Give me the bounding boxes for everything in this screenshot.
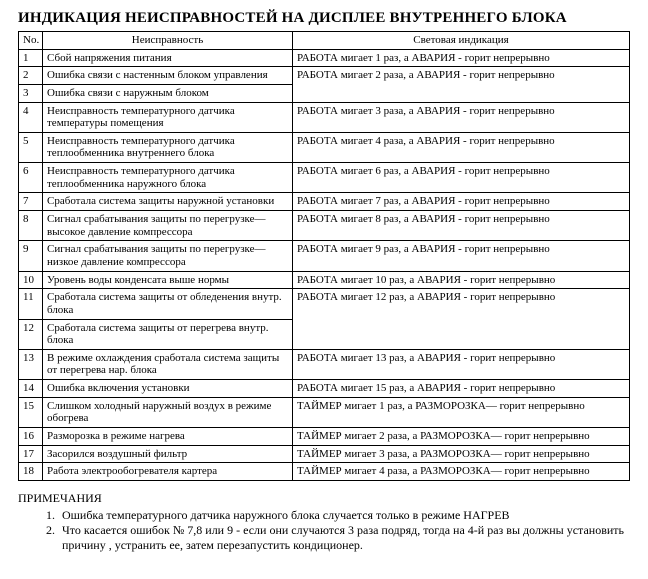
cell-no: 4 [19,102,43,132]
cell-led: РАБОТА мигает 6 раз, а АВАРИЯ - горит не… [293,163,630,193]
cell-fault: Сигнал срабатывания защиты по перегрузке… [43,241,293,271]
cell-fault: Ошибка включения установки [43,380,293,398]
cell-led: РАБОТА мигает 4 раза, а АВАРИЯ - горит н… [293,132,630,162]
table-row: 13В режиме охлаждения сработала система … [19,349,630,379]
cell-fault: Неисправность температурного датчика теп… [43,132,293,162]
cell-fault: Ошибка связи с настенным блоком управлен… [43,67,293,85]
cell-fault: Уровень воды конденсата выше нормы [43,271,293,289]
note-item: Ошибка температурного датчика наружного … [58,508,630,523]
table-row: 5Неисправность температурного датчика те… [19,132,630,162]
cell-led: РАБОТА мигает 9 раз, а АВАРИЯ - горит не… [293,241,630,271]
cell-no: 14 [19,380,43,398]
cell-no: 18 [19,463,43,481]
cell-no: 11 [19,289,43,319]
note-item: Что касается ошибок № 7,8 или 9 - если о… [58,523,630,553]
cell-fault: Сработала система защиты наружной устано… [43,193,293,211]
table-row: 7Сработала система защиты наружной устан… [19,193,630,211]
cell-no: 3 [19,84,43,102]
main-title: ИНДИКАЦИЯ НЕИСПРАВНОСТЕЙ НА ДИСПЛЕЕ ВНУТ… [18,10,630,27]
table-row: 18Работа электрообогревателя картераТАЙМ… [19,463,630,481]
cell-no: 6 [19,163,43,193]
table-row: 11Сработала система защиты от обледенени… [19,289,630,319]
table-row: 14Ошибка включения установкиРАБОТА мигае… [19,380,630,398]
col-header-fault: Неисправность [43,32,293,50]
cell-no: 15 [19,397,43,427]
cell-no: 17 [19,445,43,463]
cell-led: РАБОТА мигает 15 раз, а АВАРИЯ - горит н… [293,380,630,398]
cell-fault: Сработала система защиты от перегрева вн… [43,319,293,349]
table-row: 15Слишком холодный наружный воздух в реж… [19,397,630,427]
cell-led: ТАЙМЕР мигает 3 раза, а РАЗМОРОЗКА— гори… [293,445,630,463]
col-header-led: Световая индикация [293,32,630,50]
cell-led: РАБОТА мигает 8 раз, а АВАРИЯ - горит не… [293,211,630,241]
cell-no: 5 [19,132,43,162]
cell-led: ТАЙМЕР мигает 2 раза, а РАЗМОРОЗКА— гори… [293,428,630,446]
cell-led: РАБОТА мигает 1 раз, а АВАРИЯ - горит не… [293,49,630,67]
table-row: 17Засорился воздушный фильтрТАЙМЕР мигае… [19,445,630,463]
notes-title: ПРИМЕЧАНИЯ [18,491,630,506]
cell-fault: Разморозка в режиме нагрева [43,428,293,446]
cell-fault: Сбой напряжения питания [43,49,293,67]
cell-fault: Ошибка связи с наружным блоком [43,84,293,102]
cell-no: 1 [19,49,43,67]
cell-no: 16 [19,428,43,446]
table-row: 10Уровень воды конденсата выше нормыРАБО… [19,271,630,289]
cell-led: РАБОТА мигает 13 раз, а АВАРИЯ - горит н… [293,349,630,379]
table-row: 2Ошибка связи с настенным блоком управле… [19,67,630,85]
cell-no: 7 [19,193,43,211]
cell-led: ТАЙМЕР мигает 4 раза, а РАЗМОРОЗКА— гори… [293,463,630,481]
col-header-no: No. [19,32,43,50]
table-row: 9Сигнал срабатывания защиты по перегрузк… [19,241,630,271]
cell-no: 13 [19,349,43,379]
table-row: 6Неисправность температурного датчика те… [19,163,630,193]
cell-led: РАБОТА мигает 2 раза, а АВАРИЯ - горит н… [293,67,630,102]
cell-led: ТАЙМЕР мигает 1 раз, а РАЗМОРОЗКА— горит… [293,397,630,427]
cell-fault: Засорился воздушный фильтр [43,445,293,463]
page: ИНДИКАЦИЯ НЕИСПРАВНОСТЕЙ НА ДИСПЛЕЕ ВНУТ… [0,0,648,571]
cell-no: 10 [19,271,43,289]
cell-fault: Неисправность температурного датчика теп… [43,163,293,193]
notes-list: Ошибка температурного датчика наружного … [18,508,630,553]
cell-no: 12 [19,319,43,349]
cell-led: РАБОТА мигает 3 раза, а АВАРИЯ - горит н… [293,102,630,132]
table-row: 16Разморозка в режиме нагреваТАЙМЕР мига… [19,428,630,446]
cell-fault: Сработала система защиты от обледенения … [43,289,293,319]
cell-no: 2 [19,67,43,85]
cell-fault: Неисправность температурного датчика тем… [43,102,293,132]
cell-fault: Работа электрообогревателя картера [43,463,293,481]
cell-led: РАБОТА мигает 7 раз, а АВАРИЯ - горит не… [293,193,630,211]
cell-led: РАБОТА мигает 12 раз, а АВАРИЯ - горит н… [293,289,630,350]
cell-fault: Слишком холодный наружный воздух в режим… [43,397,293,427]
cell-fault: Сигнал срабатывания защиты по перегрузке… [43,211,293,241]
faults-tbody: 1Сбой напряжения питанияРАБОТА мигает 1 … [19,49,630,480]
table-header-row: No. Неисправность Световая индикация [19,32,630,50]
cell-fault: В режиме охлаждения сработала система за… [43,349,293,379]
cell-led: РАБОТА мигает 10 раз, а АВАРИЯ - горит н… [293,271,630,289]
cell-no: 9 [19,241,43,271]
faults-table: No. Неисправность Световая индикация 1Сб… [18,31,630,481]
table-row: 4Неисправность температурного датчика те… [19,102,630,132]
table-row: 1Сбой напряжения питанияРАБОТА мигает 1 … [19,49,630,67]
cell-no: 8 [19,211,43,241]
table-row: 8Сигнал срабатывания защиты по перегрузк… [19,211,630,241]
